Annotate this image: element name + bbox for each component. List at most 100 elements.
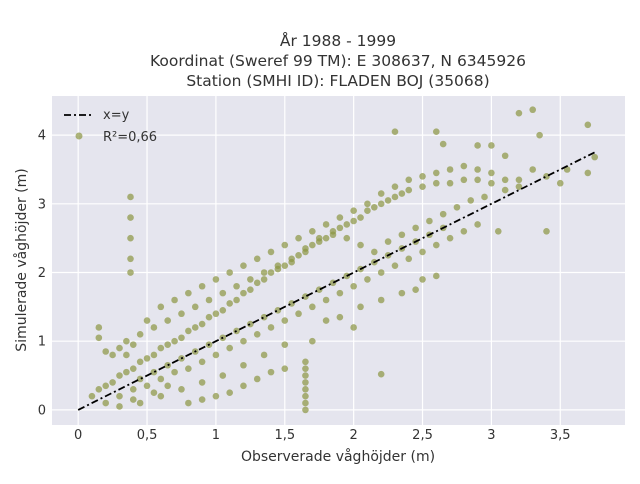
- data-point: [109, 379, 116, 386]
- data-point: [377, 296, 385, 304]
- data-point: [302, 392, 309, 400]
- data-point: [302, 245, 309, 252]
- data-point: [488, 142, 495, 149]
- data-point: [226, 300, 233, 307]
- data-point: [247, 320, 254, 328]
- data-point: [240, 289, 247, 297]
- data-point: [198, 396, 206, 403]
- x-tick-label: 3,5: [550, 428, 571, 443]
- data-point: [260, 276, 268, 283]
- data-point: [150, 351, 158, 359]
- data-point: [102, 399, 110, 407]
- y-tick-label: 0: [38, 403, 46, 418]
- grid-lines: [52, 96, 625, 425]
- data-point: [150, 389, 158, 397]
- data-point: [157, 392, 165, 400]
- data-point: [460, 176, 468, 184]
- x-tick-label: 0,5: [137, 428, 158, 443]
- data-point: [419, 183, 426, 190]
- data-point: [357, 214, 364, 221]
- data-point: [185, 399, 192, 407]
- data-point: [281, 365, 289, 372]
- data-point: [198, 358, 206, 366]
- data-point: [267, 269, 275, 276]
- data-point: [384, 238, 392, 245]
- data-point: [219, 289, 227, 297]
- plot-area: [52, 96, 625, 425]
- data-point: [281, 317, 289, 324]
- data-point: [405, 186, 413, 194]
- data-point: [543, 228, 550, 235]
- data-point: [212, 310, 220, 318]
- data-point: [419, 173, 426, 180]
- data-point: [127, 269, 134, 276]
- data-point: [226, 389, 233, 397]
- y-tick-label: 3: [38, 197, 46, 212]
- data-point: [253, 255, 261, 263]
- data-point: [336, 224, 344, 232]
- data-point: [474, 221, 481, 228]
- data-point: [377, 190, 385, 197]
- data-point: [233, 282, 240, 290]
- data-point: [212, 392, 220, 400]
- data-point: [309, 241, 316, 249]
- data-point: [474, 142, 481, 149]
- data-point: [247, 276, 254, 283]
- data-point: [185, 365, 192, 372]
- x-tick-label: 2: [350, 428, 358, 443]
- data-point: [377, 200, 385, 208]
- data-point: [494, 228, 502, 235]
- data-point: [336, 214, 344, 221]
- data-point: [481, 193, 488, 201]
- data-point: [253, 375, 261, 383]
- legend: x=y R²=0,66: [64, 108, 157, 145]
- data-point: [302, 406, 309, 414]
- data-point: [295, 310, 302, 318]
- legend-marker-swatch: [75, 132, 83, 140]
- data-point: [309, 337, 316, 345]
- data-point: [127, 234, 134, 242]
- data-point: [143, 317, 151, 324]
- data-point: [164, 341, 172, 348]
- data-point: [343, 221, 351, 228]
- data-point: [95, 324, 103, 331]
- data-point: [336, 289, 344, 297]
- data-point: [350, 207, 357, 215]
- title-line-1: År 1988 - 1999: [280, 31, 396, 50]
- data-point: [281, 262, 289, 269]
- data-point: [109, 351, 116, 359]
- data-point: [322, 317, 330, 324]
- data-point: [116, 403, 123, 410]
- data-point: [198, 379, 206, 386]
- data-point: [515, 183, 523, 190]
- data-point: [267, 248, 275, 256]
- data-point: [143, 382, 151, 390]
- data-point: [329, 228, 337, 235]
- data-point: [377, 269, 385, 276]
- x-tick-label: 1,5: [274, 428, 295, 443]
- data-point: [357, 241, 364, 249]
- data-point: [405, 255, 413, 263]
- data-point: [95, 334, 103, 342]
- data-point: [357, 303, 364, 311]
- data-point: [460, 228, 468, 235]
- data-point: [164, 382, 172, 390]
- data-point: [233, 296, 240, 304]
- data-point: [515, 109, 523, 117]
- data-point: [426, 217, 433, 225]
- data-point: [157, 303, 165, 311]
- data-point: [102, 382, 110, 390]
- x-axis-ticks: 0 0,5 1 1,5 2 2,5 3 3,5: [74, 428, 571, 443]
- data-point: [584, 169, 592, 177]
- data-point: [123, 337, 130, 345]
- data-point: [240, 382, 247, 390]
- legend-label-xy: x=y: [103, 108, 130, 123]
- data-point: [127, 255, 134, 263]
- data-point: [398, 231, 406, 239]
- data-point: [178, 385, 185, 393]
- data-point: [191, 303, 199, 311]
- data-point: [432, 272, 440, 280]
- data-point: [136, 399, 144, 407]
- data-point: [129, 341, 137, 348]
